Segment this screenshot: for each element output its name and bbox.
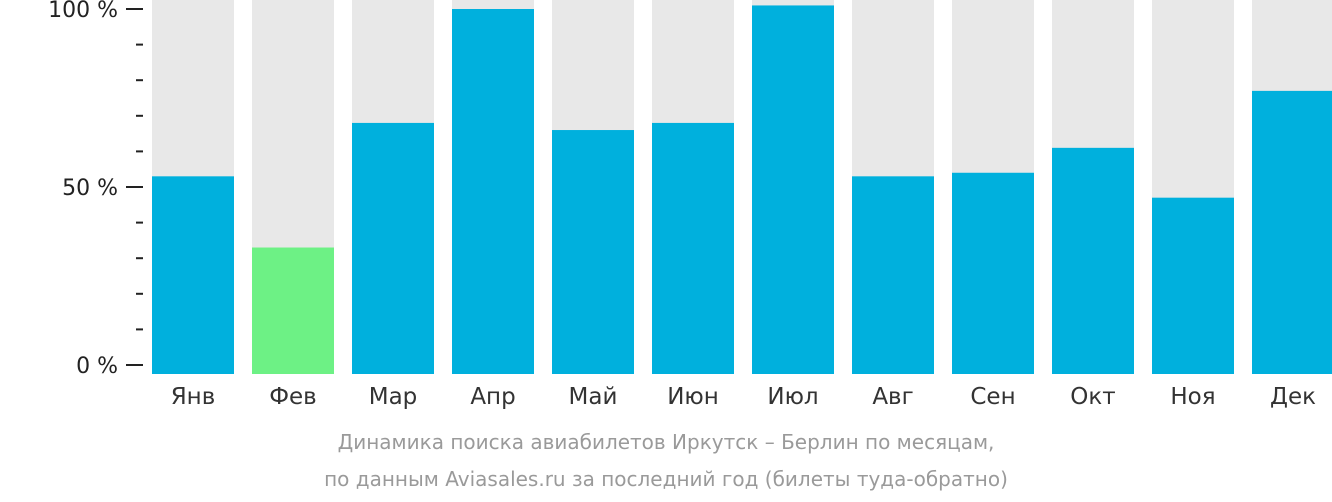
- bar: [1052, 147, 1134, 374]
- y-axis: 0 % 50 % 100 %: [48, 0, 143, 379]
- bar: [652, 122, 734, 374]
- x-tick-label: Окт: [1070, 384, 1115, 410]
- bar: [252, 247, 334, 374]
- y-tick-label: 0 %: [76, 354, 118, 379]
- chart-caption-line-2: по данным Aviasales.ru за последний год …: [324, 467, 1008, 491]
- bar: [552, 130, 634, 374]
- x-tick-label: Май: [569, 384, 618, 410]
- bar: [1252, 90, 1332, 374]
- x-tick-label: Ноя: [1170, 384, 1215, 410]
- bar: [952, 172, 1034, 374]
- x-axis-labels: Янв Фев Мар Апр Май Июн Июл Авг Сен Окт Ноя Дек: [171, 384, 1316, 410]
- bar: [1152, 197, 1234, 374]
- bar: [452, 9, 534, 374]
- y-tick-label: 50 %: [62, 176, 118, 201]
- x-tick-label: Сен: [970, 384, 1015, 410]
- x-tick-label: Июн: [667, 384, 719, 410]
- x-tick-label: Фев: [269, 384, 317, 410]
- x-tick-label: Июл: [767, 384, 818, 410]
- x-tick-label: Авг: [872, 384, 913, 410]
- bar: [752, 5, 834, 374]
- bar: [152, 176, 234, 374]
- chart-caption-line-1: Динамика поиска авиабилетов Иркутск – Бе…: [337, 430, 995, 454]
- x-tick-label: Апр: [470, 384, 515, 410]
- bar: [852, 176, 934, 374]
- bar: [352, 122, 434, 374]
- y-tick-label: 100 %: [48, 0, 118, 23]
- x-tick-label: Дек: [1270, 384, 1316, 410]
- x-tick-label: Мар: [369, 384, 418, 410]
- data-bars: [152, 5, 1332, 374]
- x-tick-label: Янв: [171, 384, 216, 410]
